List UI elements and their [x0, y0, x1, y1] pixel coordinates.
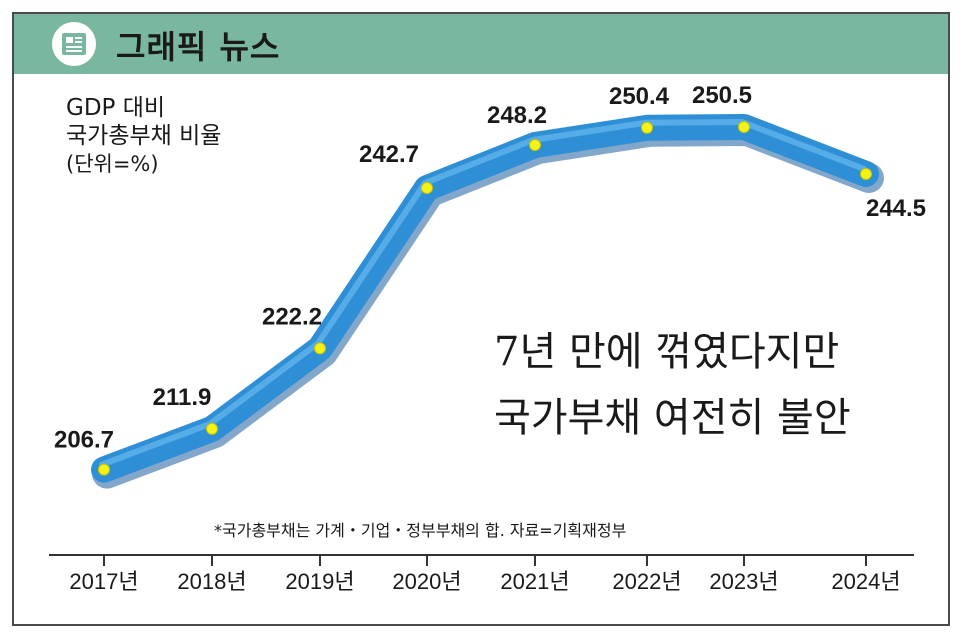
series-line-highlight: [99, 119, 867, 468]
header-bar: 그래픽 뉴스: [14, 14, 948, 74]
source-note: *국가총부채는 가계・기업・정부부채의 합. 자료=기획재정부: [214, 521, 627, 540]
x-tick-label: 2022년: [612, 569, 681, 594]
data-label: 244.5: [866, 195, 926, 222]
x-tick-label: 2021년: [500, 569, 569, 594]
x-tick-label: 2020년: [392, 569, 461, 594]
data-label: 250.5: [692, 82, 752, 109]
x-tick-label: 2019년: [285, 569, 354, 594]
y-axis-label: GDP 대비 국가총부채 비율 (단위=%): [66, 94, 221, 178]
chart-frame: 그래픽 뉴스 GDP 대비 국가총부채 비율 (단위=%) 2017년 2018년…: [12, 12, 950, 626]
x-tick-label: 2024년: [831, 569, 900, 594]
news-icon: [52, 22, 96, 66]
data-label: 206.7: [54, 427, 114, 454]
headline-line-2: 국가부채 여전히 불안: [494, 395, 851, 441]
line-chart: 2017년 2018년 2019년 2020년 2021년 2022년 2023년 2024년…: [49, 82, 926, 594]
data-label: 250.4: [609, 83, 670, 110]
series-line: [91, 114, 879, 483]
data-label: 248.2: [487, 102, 547, 129]
unit-label: (단위=%): [66, 152, 159, 176]
header-title: 그래픽 뉴스: [116, 28, 281, 66]
data-point: [738, 121, 750, 134]
data-point: [421, 182, 433, 195]
y-label-line-2: 국가총부채 비율: [66, 123, 222, 149]
y-label-line-1: GDP 대비: [66, 95, 166, 121]
data-point: [641, 121, 653, 134]
x-tick-label: 2017년: [69, 569, 138, 594]
x-tick-label: 2023년: [709, 569, 778, 594]
data-point: [860, 167, 872, 180]
headline: 7년 만에 꺾였다지만 국가부채 여전히 불안: [494, 319, 851, 451]
data-point: [98, 463, 110, 476]
data-label: 242.7: [359, 141, 419, 168]
data-label: 222.2: [262, 303, 322, 330]
data-point: [529, 139, 541, 152]
data-point: [314, 342, 326, 355]
x-tick-label: 2018년: [177, 569, 246, 594]
data-label: 211.9: [153, 384, 212, 411]
data-point: [206, 422, 218, 435]
headline-line-1: 7년 만에 꺾였다지만: [494, 329, 840, 375]
